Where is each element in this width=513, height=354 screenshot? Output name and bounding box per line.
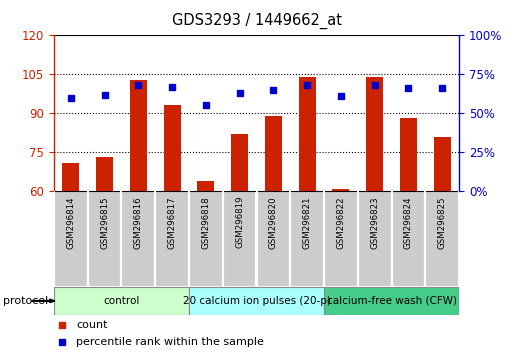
Bar: [223, 191, 256, 287]
Bar: [332, 189, 349, 191]
Text: GSM296820: GSM296820: [269, 196, 278, 249]
Bar: [189, 191, 223, 287]
Bar: [256, 191, 290, 287]
Bar: [155, 191, 189, 287]
Bar: [88, 191, 122, 287]
Bar: [400, 119, 417, 191]
Text: calcium-free wash (CFW): calcium-free wash (CFW): [327, 296, 457, 306]
Bar: [198, 181, 214, 191]
Bar: [62, 162, 79, 191]
Bar: [434, 137, 451, 191]
Text: control: control: [103, 296, 140, 306]
Bar: [122, 191, 155, 287]
Text: GSM296823: GSM296823: [370, 196, 379, 249]
Bar: [324, 287, 459, 315]
Bar: [54, 287, 189, 315]
Text: GSM296815: GSM296815: [100, 196, 109, 249]
Bar: [391, 191, 425, 287]
Text: GSM296825: GSM296825: [438, 196, 447, 249]
Bar: [358, 191, 391, 287]
Bar: [164, 105, 181, 191]
Text: GSM296822: GSM296822: [337, 196, 345, 249]
Bar: [231, 134, 248, 191]
Text: GSM296819: GSM296819: [235, 196, 244, 249]
Bar: [290, 191, 324, 287]
Text: GSM296814: GSM296814: [66, 196, 75, 249]
Bar: [130, 80, 147, 191]
Bar: [265, 116, 282, 191]
Text: GSM296817: GSM296817: [168, 196, 176, 249]
Text: 20 calcium ion pulses (20-p): 20 calcium ion pulses (20-p): [183, 296, 330, 306]
Bar: [189, 287, 324, 315]
Text: GDS3293 / 1449662_at: GDS3293 / 1449662_at: [171, 12, 342, 29]
Bar: [299, 77, 315, 191]
Bar: [54, 191, 88, 287]
Text: GSM296816: GSM296816: [134, 196, 143, 249]
Text: protocol: protocol: [3, 296, 48, 306]
Text: percentile rank within the sample: percentile rank within the sample: [76, 337, 264, 347]
Bar: [324, 191, 358, 287]
Text: count: count: [76, 320, 108, 330]
Text: GSM296824: GSM296824: [404, 196, 413, 249]
Bar: [425, 191, 459, 287]
Text: GSM296818: GSM296818: [201, 196, 210, 249]
Bar: [366, 77, 383, 191]
Text: GSM296821: GSM296821: [303, 196, 312, 249]
Bar: [96, 158, 113, 191]
